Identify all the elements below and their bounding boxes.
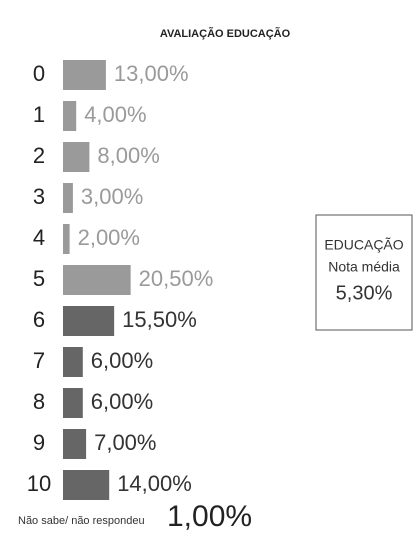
value-label: 8,00% (97, 143, 159, 168)
category-label: 8 (33, 389, 45, 414)
category-label: 1 (33, 102, 45, 127)
category-label: 4 (33, 225, 45, 250)
value-label: 6,00% (91, 348, 153, 373)
category-label: 9 (33, 430, 45, 455)
category-label: 7 (33, 348, 45, 373)
category-label: 6 (33, 307, 45, 332)
value-label: 13,00% (114, 61, 189, 86)
bar (63, 183, 73, 213)
note-box (315, 214, 413, 331)
bar (63, 142, 90, 172)
no-answer-value: 1,00% (167, 500, 252, 533)
category-label: 10 (27, 471, 51, 496)
bar (63, 429, 87, 459)
value-label: 3,00% (81, 184, 143, 209)
chart-title: AVALIAÇÃO EDUCAÇÃO (160, 27, 291, 40)
bar (63, 470, 110, 500)
bar (63, 347, 83, 377)
bar (63, 101, 77, 131)
bar (63, 306, 115, 336)
category-label: 2 (33, 143, 45, 168)
value-label: 15,50% (122, 307, 197, 332)
category-label: 5 (33, 266, 45, 291)
note-value: 5,30% (336, 282, 393, 304)
value-label: 14,00% (117, 471, 192, 496)
value-label: 20,50% (139, 266, 214, 291)
bar (63, 388, 83, 418)
bar (63, 60, 106, 90)
value-label: 2,00% (78, 225, 140, 250)
category-label: 0 (33, 61, 45, 86)
category-label: 3 (33, 184, 45, 209)
no-answer-label: Não sabe/ não respondeu (18, 515, 145, 527)
bar (63, 224, 70, 254)
value-label: 7,00% (94, 430, 156, 455)
value-label: 4,00% (84, 102, 146, 127)
note-title: EDUCAÇÃO (324, 237, 403, 253)
value-label: 6,00% (91, 389, 153, 414)
note-subtitle: Nota média (328, 259, 400, 275)
bar (63, 265, 131, 295)
